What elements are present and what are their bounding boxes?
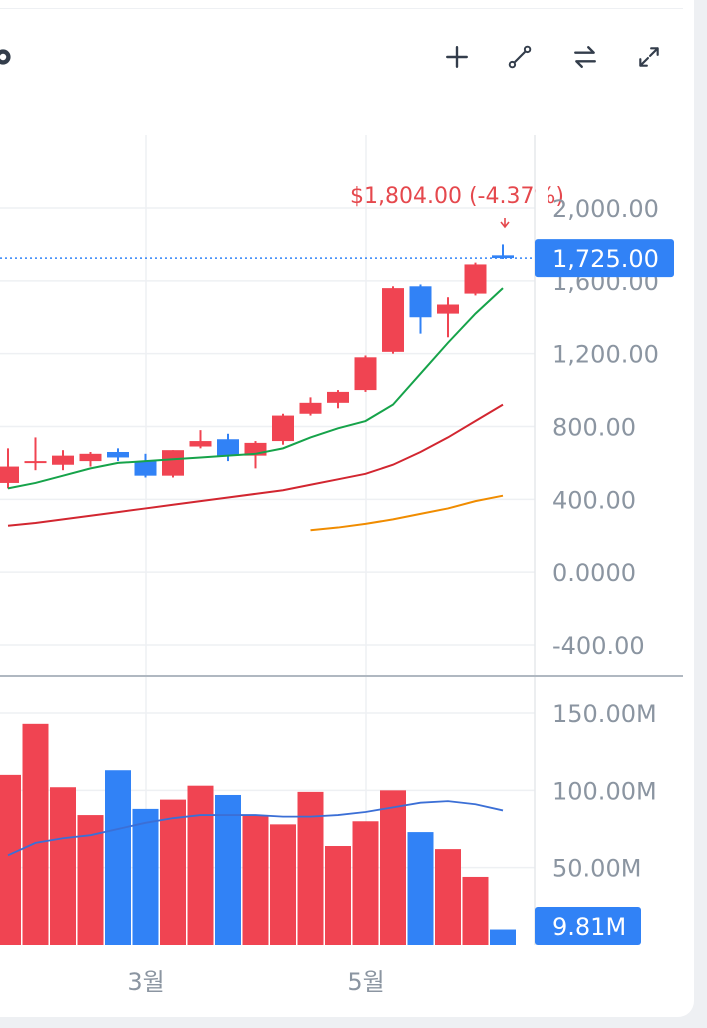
candle-body (354, 357, 377, 391)
candle-body (0, 466, 19, 483)
volume-bar (297, 791, 324, 945)
last-price-badge (535, 239, 674, 278)
candle-body (162, 450, 184, 476)
candle (492, 244, 514, 259)
candle-body (217, 439, 239, 456)
x-axis-label: 5월 (347, 968, 384, 996)
divider (0, 8, 683, 9)
volume-bar (325, 846, 351, 945)
volume-bar (462, 876, 489, 945)
high-price-annotation: $1,804.00 (-4.37%) (350, 184, 564, 209)
candle (0, 448, 19, 489)
candle (52, 450, 74, 471)
volume-bar (435, 849, 461, 945)
candle (189, 430, 212, 449)
ma-long-line (310, 494, 504, 532)
volume-bar (50, 787, 76, 945)
annotation-mask (536, 178, 548, 212)
price-axis-label: 0.0000 (552, 559, 636, 587)
candle-body (492, 255, 514, 259)
volume-bar (0, 774, 21, 945)
volume-axis-label: 150.00M (552, 700, 657, 728)
price-axis-label: 1,200.00 (552, 341, 659, 369)
volume-bar (490, 929, 516, 945)
price-axis-label: 2,000.00 (552, 195, 659, 223)
last-price-label: 1,725.00 (552, 245, 659, 273)
candle-body (437, 304, 459, 314)
candle-body (79, 453, 102, 462)
candle-body (107, 451, 129, 458)
volume-bar (22, 723, 49, 945)
price-axis-label: 800.00 (552, 414, 636, 442)
candle (437, 297, 459, 338)
candle (272, 413, 294, 445)
candle (327, 390, 349, 409)
stock-chart[interactable]: $1,804.00 (-4.37%)2,000.001,600.001,200.… (0, 0, 694, 1017)
settings-icon[interactable] (0, 40, 20, 74)
candle (354, 355, 377, 392)
draw-line-icon[interactable] (503, 40, 537, 74)
candle-body (52, 455, 74, 465)
volume-ma-line (7, 800, 504, 857)
volume-bar (407, 832, 434, 945)
volume-bar (380, 790, 406, 945)
candle (409, 284, 432, 334)
candle (24, 437, 47, 471)
volume-bar (352, 821, 379, 945)
annotation-arrow-icon (500, 218, 510, 229)
candle (299, 397, 322, 416)
candle-body (382, 288, 404, 352)
ma-mid-line (7, 403, 504, 527)
volume-axis-label: 100.00M (552, 777, 657, 805)
volume-bar (242, 815, 269, 945)
swap-icon[interactable] (568, 40, 602, 74)
candle-body (327, 391, 349, 403)
candle (107, 448, 129, 462)
volume-bar (215, 794, 241, 945)
chart-card: $1,804.00 (-4.37%) 2,000.00 1,600.00 1,200.… (0, 0, 694, 1017)
expand-icon[interactable] (632, 40, 666, 74)
last-volume-label: 9.81M (552, 913, 626, 941)
candle-body (24, 461, 47, 464)
candle-body (272, 415, 294, 442)
volume-bar (187, 785, 214, 945)
ma-short-line (7, 287, 504, 490)
plus-icon[interactable] (440, 40, 474, 74)
candle (79, 451, 102, 467)
candle-body (134, 461, 157, 476)
candle-body (189, 441, 212, 447)
last-volume-badge (535, 907, 641, 945)
x-axis-label: 3월 (127, 968, 164, 996)
volume-bar (270, 824, 296, 945)
candle-body (409, 286, 432, 318)
price-axis-label: -400.00 (552, 632, 645, 660)
candle (162, 450, 184, 478)
volume-bar (160, 799, 186, 945)
candle (134, 453, 157, 478)
price-axis-label: 400.00 (552, 486, 636, 514)
volume-bar (105, 770, 131, 945)
volume-bar (132, 808, 159, 945)
candle (464, 262, 487, 296)
volume-axis-label: 50.00M (552, 855, 641, 883)
candle-body (299, 402, 322, 414)
candle-body (464, 264, 487, 294)
candle (382, 286, 404, 354)
